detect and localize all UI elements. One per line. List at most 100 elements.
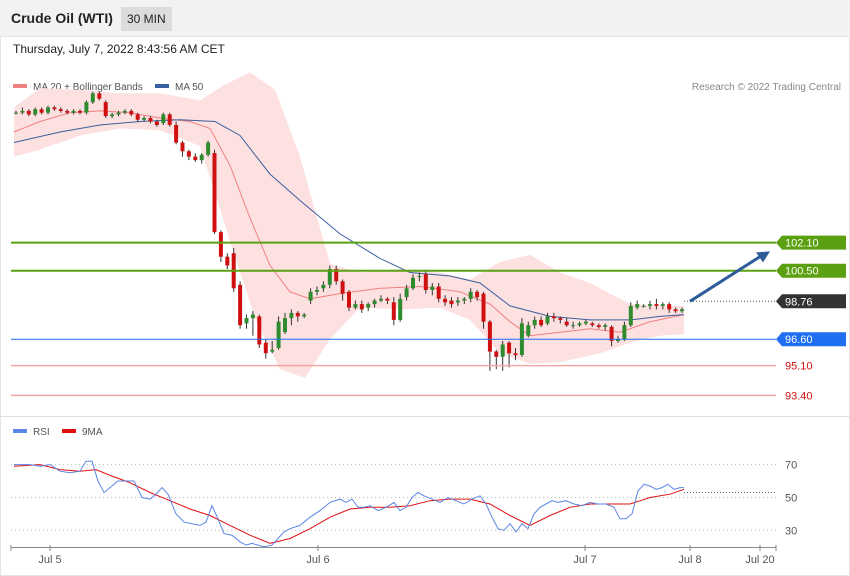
candle-body [33,109,38,115]
candle [340,279,345,301]
candle-body [161,114,166,124]
candle [347,290,351,312]
candle [667,302,672,313]
candle-body [411,277,415,289]
candle [263,339,268,359]
candle [462,297,467,305]
candle [353,300,358,310]
legend-ma50-label: MA 50 [175,82,204,93]
candle [468,288,473,303]
candle-body [110,114,115,117]
candle [507,341,512,368]
candle-body [667,304,672,310]
candle [244,314,249,329]
candle-body [276,321,281,348]
candle [487,319,492,371]
candle-body [14,112,18,114]
candle-body [475,291,480,298]
candle [564,318,569,327]
candle [283,312,287,334]
candle-body [20,110,25,113]
candle-body [315,290,319,292]
legend-ma20-label: MA 20 + Bollinger Bands [33,82,143,93]
candle-body [263,342,268,354]
legend-rsi-label: RSI [33,427,50,438]
candle-body [622,325,627,340]
key-levels: 102.10 100.50 98.76 96.60 95.10 93.40 [11,235,846,402]
timeframe-badge[interactable]: 30 MIN [121,7,172,31]
candle [641,304,646,308]
candle-body [545,316,550,324]
candle-body [78,110,82,113]
candle-body [289,312,294,319]
candle-body [449,300,454,305]
candle [545,312,550,326]
candle [526,321,531,338]
candle-body [199,154,204,161]
support-label: 96.60 [785,334,813,346]
candle-body [372,300,377,305]
resistance-label: 102.10 [785,238,819,250]
rsi-tick-label: 70 [785,460,797,472]
candle-body [212,153,217,233]
candle [596,323,601,329]
candle [680,307,684,313]
candle [238,281,243,329]
candle-body [596,325,601,327]
support-tag [776,332,846,347]
candle-body [539,319,544,326]
candle [519,318,524,357]
candle [78,109,82,115]
candle-body [526,325,531,336]
ma50-line [13,119,685,321]
candle-body [462,298,467,301]
candle-body [648,304,652,306]
candle-body [628,305,633,326]
candle-body [404,288,409,298]
candle [551,312,556,322]
candle [148,116,153,124]
candle [186,149,191,161]
candle [250,311,255,336]
candle-body [26,110,31,115]
candle-body [71,110,76,113]
candle [218,230,223,262]
candle [161,112,166,125]
candle [609,325,614,347]
minor-support-label: 95.10 [785,361,813,373]
candle-body [455,300,460,303]
candle-body [327,269,332,285]
candle [577,321,582,327]
candle-body [654,304,659,306]
candle-body [379,298,383,301]
candle-body [551,316,556,319]
candle-body [167,114,172,125]
candle-body [52,107,57,110]
candle-body [218,232,223,257]
candle [603,323,608,331]
instrument-title: Crude Oil (WTI) [11,10,113,26]
candle [135,112,140,122]
rsi-9ma-line [13,464,685,544]
projection-arrow [689,254,763,303]
candle-body [97,93,102,99]
candlesticks [14,91,684,371]
x-axis-label: Jul 20 [745,554,774,566]
candle [33,107,38,117]
candle [436,283,441,303]
candle-body [436,286,441,299]
candle [206,140,211,157]
candle-body [122,110,127,113]
bollinger-band-area [14,72,684,378]
legend-ma20-swatch [13,84,27,88]
candle [411,274,415,290]
candle-body [295,312,300,317]
candle [359,300,364,313]
candle [481,291,486,329]
candle [71,109,76,115]
candle-body [391,302,396,320]
candle-body [583,321,588,324]
candle [225,253,230,269]
candle [302,312,307,319]
